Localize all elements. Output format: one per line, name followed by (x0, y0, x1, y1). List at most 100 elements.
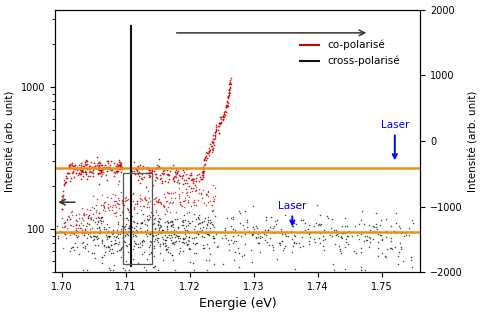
Point (131, 202, 139, 207)
Point (109, 191, 117, 196)
Point (363, 234, 371, 239)
Point (205, 150, 212, 155)
Point (81, 228, 89, 233)
Point (85, 215, 92, 220)
Point (218, 235, 226, 240)
Point (189, 181, 197, 186)
Point (117, 160, 124, 165)
Point (130, 204, 138, 210)
Point (85, 212, 93, 217)
Point (134, 169, 141, 174)
Point (82, 171, 90, 176)
Point (229, 214, 237, 219)
Point (342, 236, 349, 241)
Point (119, 266, 127, 271)
Point (67, 249, 75, 254)
Point (95, 167, 103, 173)
Point (68, 161, 76, 166)
Point (220, 113, 227, 118)
Point (184, 237, 192, 242)
Point (334, 229, 342, 234)
Point (378, 236, 386, 241)
Point (117, 229, 125, 234)
Point (78, 168, 86, 173)
Point (292, 266, 300, 271)
Point (149, 182, 157, 187)
Point (109, 267, 117, 272)
Point (182, 228, 190, 233)
Point (192, 216, 199, 221)
Point (151, 226, 159, 231)
Point (161, 238, 168, 243)
Point (94, 167, 102, 172)
Point (202, 229, 210, 234)
Point (170, 174, 178, 179)
Point (201, 155, 209, 160)
Point (72, 225, 79, 230)
Point (142, 232, 150, 237)
Point (185, 246, 193, 251)
Point (85, 166, 93, 171)
Point (156, 224, 164, 229)
Point (226, 84, 234, 89)
Point (129, 256, 137, 261)
Point (108, 229, 116, 234)
Point (60, 224, 68, 229)
Point (206, 198, 213, 203)
Point (198, 188, 206, 193)
Point (146, 174, 154, 179)
Point (144, 189, 152, 194)
Point (112, 234, 120, 239)
Point (317, 222, 324, 227)
Point (96, 160, 104, 165)
Point (229, 234, 237, 239)
Point (205, 148, 212, 153)
Point (161, 212, 168, 217)
Point (152, 195, 160, 200)
Point (194, 214, 202, 219)
Text: Laser: Laser (380, 120, 409, 158)
Point (315, 221, 323, 226)
Point (107, 251, 115, 256)
Point (193, 228, 201, 234)
Point (317, 222, 324, 227)
Point (137, 228, 145, 234)
Point (190, 235, 198, 240)
Point (156, 244, 164, 249)
Point (208, 209, 216, 214)
Point (91, 161, 98, 166)
Point (119, 234, 127, 240)
Point (139, 164, 147, 169)
Point (397, 246, 405, 251)
Point (341, 231, 349, 236)
Point (151, 178, 159, 183)
Point (71, 166, 79, 171)
Point (151, 171, 159, 176)
Point (144, 218, 152, 223)
Point (111, 199, 119, 204)
Point (86, 173, 94, 179)
Point (226, 87, 233, 92)
Point (77, 176, 85, 181)
Point (175, 168, 182, 173)
Point (103, 236, 111, 241)
Point (119, 250, 127, 255)
Point (102, 200, 109, 205)
Point (162, 237, 170, 242)
Point (104, 243, 112, 248)
Point (224, 98, 231, 103)
Point (162, 243, 170, 248)
Point (257, 234, 264, 239)
Point (209, 147, 217, 152)
Point (61, 231, 69, 236)
Point (130, 239, 137, 244)
Point (145, 212, 153, 217)
Point (183, 228, 191, 233)
Point (226, 241, 233, 246)
Point (200, 235, 208, 240)
Point (75, 170, 83, 175)
Point (85, 221, 92, 226)
Point (95, 230, 103, 235)
Point (210, 133, 217, 138)
Point (205, 245, 213, 250)
